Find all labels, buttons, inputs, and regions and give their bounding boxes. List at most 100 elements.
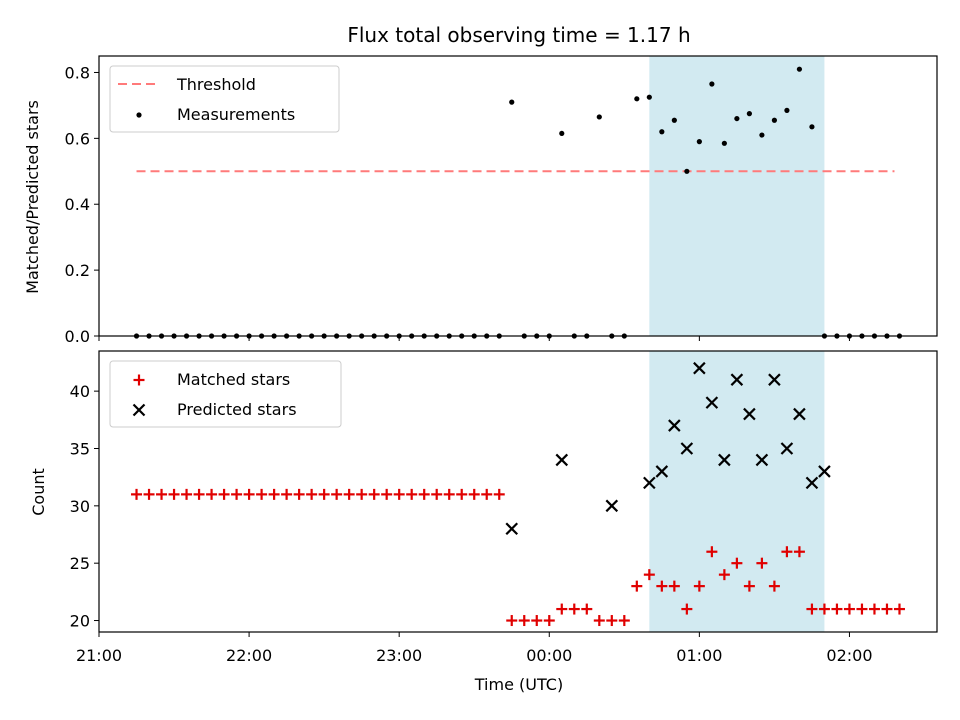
cross-b: [643, 476, 656, 490]
matched-point: [356, 488, 368, 500]
bottom-ytick-label: 35: [70, 439, 90, 458]
matched-point: [881, 603, 893, 615]
matched-point: [168, 488, 180, 500]
matched-point: [618, 615, 630, 627]
predicted-point: [655, 465, 669, 478]
matched-point: [381, 488, 393, 500]
matched-point: [156, 488, 168, 500]
predicted-point: [705, 396, 719, 409]
cross-b: [743, 407, 756, 421]
matched-point: [831, 603, 843, 615]
cross-b: [730, 373, 744, 386]
matched-point: [556, 603, 568, 615]
predicted-point: [680, 442, 694, 455]
matched-point: [218, 488, 230, 500]
cross-b: [818, 465, 831, 478]
bottom-xtick-label: 01:00: [676, 646, 722, 665]
top-ytick-label: 0.6: [65, 129, 90, 148]
matched-point: [706, 546, 718, 558]
matched-point: [418, 488, 430, 500]
matched-point: [206, 488, 218, 500]
cross-b: [505, 522, 519, 536]
matched-point: [143, 488, 155, 500]
legend-cross: [132, 403, 146, 417]
measurement-point: [509, 99, 515, 105]
matched-point: [306, 488, 318, 500]
cross-b: [755, 453, 769, 467]
bottom-ytick-label: 40: [70, 382, 90, 401]
measurement-point: [646, 94, 652, 100]
matched-point: [806, 603, 818, 615]
matched-point: [468, 488, 480, 500]
matched-point: [643, 569, 655, 581]
bottom-ytick-label: 30: [70, 497, 90, 516]
predicted-point: [643, 476, 656, 490]
matched-point: [681, 603, 693, 615]
bottom-highlight-span: [649, 351, 825, 632]
cross-b: [132, 403, 146, 417]
matched-point: [843, 603, 855, 615]
legend-threshold-label: Threshold: [176, 75, 256, 94]
matched-point: [256, 488, 268, 500]
matched-point: [181, 488, 193, 500]
matched-point: [243, 488, 255, 500]
matched-point: [756, 557, 768, 569]
predicted-point: [768, 373, 781, 386]
bottom-xtick-label: 00:00: [526, 646, 572, 665]
matched-point: [656, 580, 668, 592]
cross-b: [705, 396, 719, 409]
bottom-plot-frame: [98, 350, 938, 633]
matched-point: [818, 603, 830, 615]
measurement-point: [809, 124, 815, 130]
matched-point: [793, 546, 805, 558]
predicted-point: [805, 476, 819, 490]
cross-b: [668, 419, 681, 432]
bottom-legend: Matched stars Predicted stars: [109, 360, 342, 428]
measurement-point: [709, 81, 715, 87]
predicted-point: [743, 407, 756, 421]
measurement-point: [759, 132, 765, 138]
legend-matched-swatch: [133, 374, 145, 386]
predicted-point: [505, 522, 519, 536]
matched-point: [743, 580, 755, 592]
cross-b: [680, 442, 694, 455]
matched-point: [431, 488, 443, 500]
bottom-ylabel: Count: [29, 468, 48, 516]
predicted-point: [555, 453, 569, 467]
matched-point: [331, 488, 343, 500]
matched-point: [518, 615, 530, 627]
predicted-point: [780, 442, 794, 455]
measurement-point: [671, 117, 677, 123]
top-ytick-label: 0.8: [65, 63, 90, 82]
top-ytick-label: 0.4: [65, 195, 90, 214]
matched-point: [493, 488, 505, 500]
bottom-xtick-label: 21:00: [76, 646, 122, 665]
matched-point: [281, 488, 293, 500]
cross-b: [780, 442, 794, 455]
cross-b: [555, 453, 569, 467]
measurement-point: [659, 129, 665, 135]
matched-point: [343, 488, 355, 500]
matched-point: [606, 615, 618, 627]
predicted-point: [668, 419, 681, 432]
top-ylabel: Matched/Predicted stars: [23, 100, 42, 294]
matched-point: [731, 557, 743, 569]
bottom-panel: 20 25 30 35 40 21:00 22:00 23:00 00:00 01:00 02:00…: [29, 350, 938, 694]
matched-point: [481, 488, 493, 500]
matched-point: [581, 603, 593, 615]
matched-point: [443, 488, 455, 500]
matched-point: [293, 488, 305, 500]
measurement-point: [634, 96, 640, 102]
legend-measurements-label: Measurements: [177, 105, 295, 124]
matched-point: [868, 603, 880, 615]
cross-b: [793, 407, 806, 421]
matched-point: [631, 580, 643, 592]
matched-point: [568, 603, 580, 615]
matched-point: [593, 615, 605, 627]
matched-point: [893, 603, 905, 615]
measurement-point: [596, 114, 602, 120]
top-plot-frame: [98, 55, 938, 337]
measurement-point: [721, 140, 727, 146]
matched-point: [856, 603, 868, 615]
